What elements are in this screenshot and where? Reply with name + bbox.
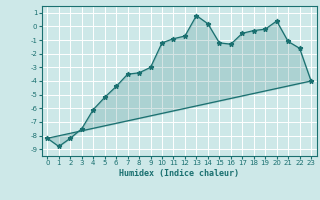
X-axis label: Humidex (Indice chaleur): Humidex (Indice chaleur) [119, 169, 239, 178]
